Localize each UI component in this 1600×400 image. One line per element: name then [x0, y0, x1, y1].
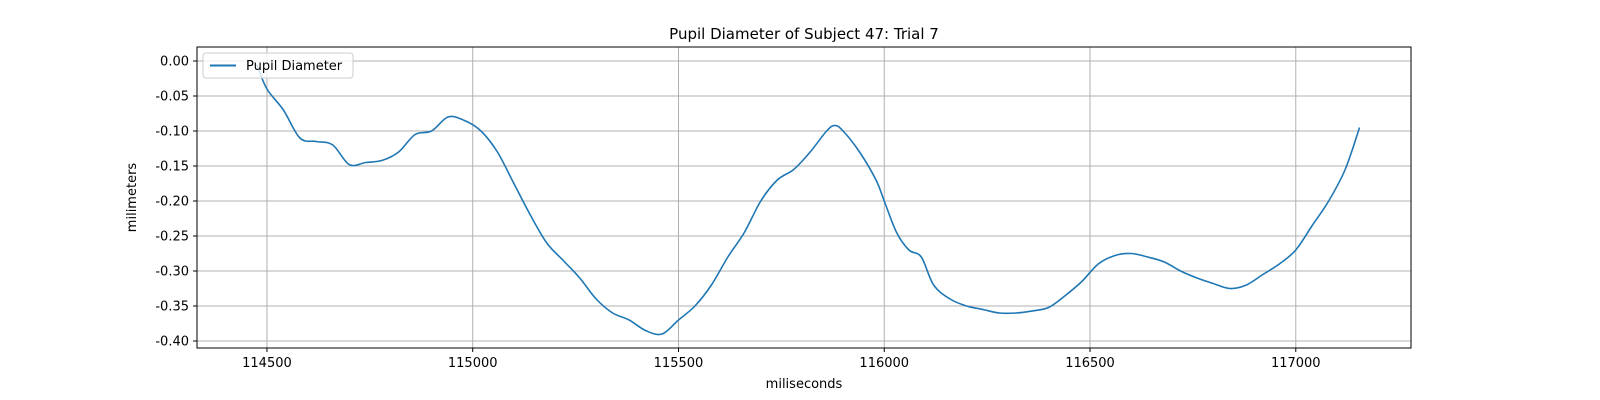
x-tick-label: 116500 [1065, 356, 1115, 371]
x-tick-label: 115500 [654, 356, 704, 371]
y-tick-label: -0.20 [155, 195, 189, 210]
plot-area [255, 64, 1361, 336]
y-tick-label: -0.05 [155, 90, 189, 105]
x-axis-ticks: 114500 115000 115500 116000 116500 117000 [242, 348, 1321, 371]
grid-lines [197, 47, 1411, 348]
y-tick-label: -0.30 [155, 265, 189, 280]
axes-frame [196, 46, 1412, 349]
y-axis-ticks: 0.00 -0.05 -0.10 -0.15 -0.20 -0.25 -0.30 -0.35 -… [155, 55, 197, 350]
x-axis-title: miliseconds [766, 377, 843, 392]
y-axis-title: milimeters [125, 163, 140, 233]
y-tick-label: -0.10 [155, 125, 189, 140]
chart-title: Pupil Diameter of Subject 47: Trial 7 [669, 25, 939, 43]
x-tick-label: 114500 [242, 356, 292, 371]
legend: Pupil Diameter [202, 52, 354, 79]
y-tick-label: -0.35 [155, 300, 189, 315]
legend-box [202, 52, 354, 79]
y-tick-label: -0.40 [155, 335, 189, 350]
y-tick-label: 0.00 [160, 55, 189, 70]
x-tick-label: 117000 [1271, 356, 1321, 371]
x-tick-label: 115000 [448, 356, 498, 371]
legend-label-pupil-diameter: Pupil Diameter [246, 59, 343, 74]
series-line-pupil-diameter [255, 64, 1361, 336]
y-tick-label: -0.25 [155, 230, 189, 245]
x-tick-label: 116000 [859, 356, 909, 371]
y-tick-label: -0.15 [155, 160, 189, 175]
